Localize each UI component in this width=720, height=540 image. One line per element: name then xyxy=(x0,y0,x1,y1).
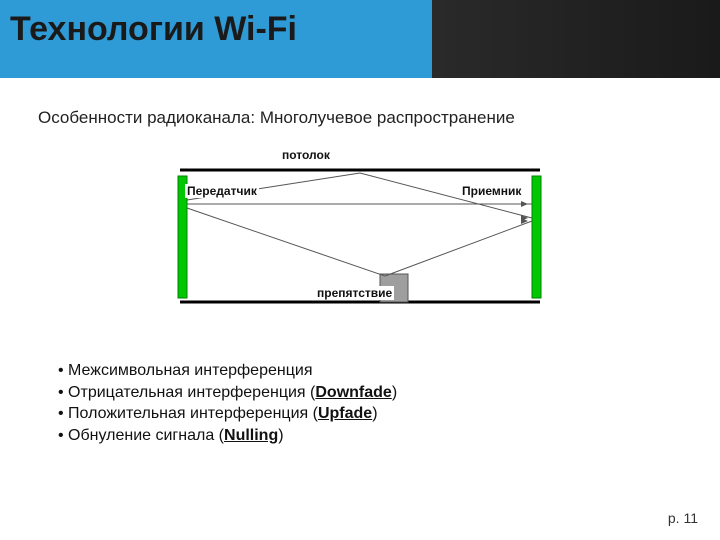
label-ceiling: потолок xyxy=(280,148,332,162)
label-transmitter: Передатчик xyxy=(185,184,259,198)
page-title: Технологии Wi-Fi xyxy=(10,10,297,49)
bullet-list: Межсимвольная интерференцияОтрицательная… xyxy=(58,360,397,446)
header-banner: Технологии Wi-Fi xyxy=(0,0,720,78)
label-receiver: Приемник xyxy=(460,184,523,198)
subheading: Особенности радиоканала: Многолучевое ра… xyxy=(38,108,515,128)
bullet-item: Межсимвольная интерференция xyxy=(58,360,397,382)
multipath-diagram: потолок Передатчик Приемник препятствие xyxy=(130,148,590,318)
bullet-item: Положительная интерференция (Upfade) xyxy=(58,403,397,425)
page-number: p. 11 xyxy=(668,510,698,526)
label-obstacle: препятствие xyxy=(315,286,394,300)
bullet-item: Отрицательная интерференция (Downfade) xyxy=(58,382,397,404)
bullet-item: Обнуление сигнала (Nulling) xyxy=(58,425,397,447)
